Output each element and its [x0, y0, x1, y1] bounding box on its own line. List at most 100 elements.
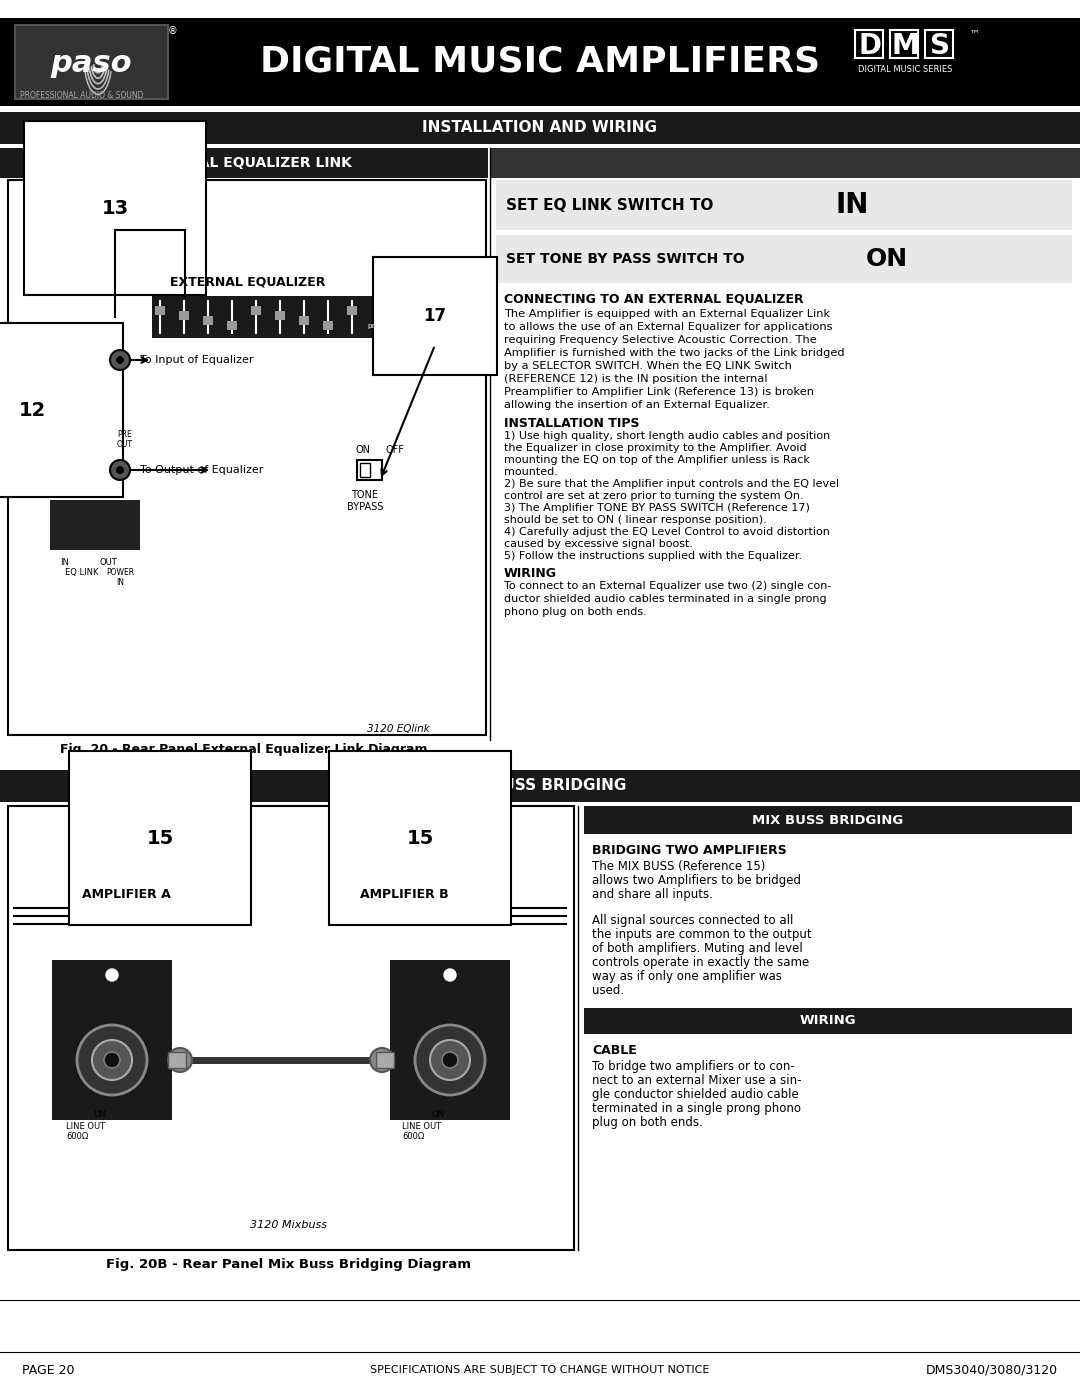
Text: ON: ON	[94, 1111, 107, 1119]
Bar	[390, 960, 510, 1120]
Bar	[584, 1009, 1072, 1034]
Text: ON: ON	[432, 1111, 445, 1119]
Bar	[0, 112, 1080, 144]
Text: mounting the EQ on top of the Amplifier unless is Rack: mounting the EQ on top of the Amplifier …	[504, 455, 810, 465]
Text: LINE OUT: LINE OUT	[66, 1122, 105, 1132]
Bar	[890, 29, 918, 59]
Text: Fig. 20B - Rear Panel Mix Buss Bridging Diagram: Fig. 20B - Rear Panel Mix Buss Bridging …	[106, 1259, 471, 1271]
Bar	[8, 180, 486, 735]
Circle shape	[110, 460, 130, 481]
Text: To Input of Equalizer: To Input of Equalizer	[140, 355, 254, 365]
Text: PROFESSIONAL AUDIO & SOUND: PROFESSIONAL AUDIO & SOUND	[21, 91, 144, 101]
Text: 13: 13	[102, 198, 129, 218]
Text: Preamplifier to Amplifier Link (Reference 13) is broken: Preamplifier to Amplifier Link (Referenc…	[504, 387, 814, 397]
Bar	[323, 321, 333, 330]
Text: Fig. 20 - Rear Panel External Equalizer Link Diagram: Fig. 20 - Rear Panel External Equalizer …	[60, 743, 428, 756]
Text: To Output of Equalizer: To Output of Equalizer	[140, 465, 264, 475]
Text: by a SELECTOR SWITCH. When the EQ LINK Switch: by a SELECTOR SWITCH. When the EQ LINK S…	[504, 360, 792, 372]
Text: nect to an external Mixer use a sin-: nect to an external Mixer use a sin-	[592, 1074, 801, 1087]
Text: MIX BUSS BRIDGING: MIX BUSS BRIDGING	[753, 813, 904, 827]
Circle shape	[110, 351, 130, 370]
Text: To connect to an External Equalizer use two (2) single con-: To connect to an External Equalizer use …	[504, 581, 832, 591]
Text: S: S	[930, 32, 950, 60]
Text: 5) Follow the instructions supplied with the Equalizer.: 5) Follow the instructions supplied with…	[504, 550, 802, 562]
Text: INSTALLATION AND WIRING: INSTALLATION AND WIRING	[422, 120, 658, 136]
Text: WIRING: WIRING	[504, 567, 557, 580]
Text: OUT: OUT	[100, 557, 118, 567]
Circle shape	[104, 1052, 120, 1067]
Text: EQ LINK: EQ LINK	[65, 569, 98, 577]
Circle shape	[168, 1048, 192, 1071]
Text: The MIX BUSS (Reference 15): The MIX BUSS (Reference 15)	[592, 861, 766, 873]
Bar	[16, 27, 167, 98]
Bar	[275, 312, 285, 320]
Text: All signal sources connected to all: All signal sources connected to all	[592, 914, 794, 928]
Text: M: M	[891, 32, 919, 60]
Text: CABLE: CABLE	[592, 1044, 637, 1058]
Text: IN: IN	[836, 191, 869, 219]
Text: 15: 15	[406, 828, 434, 848]
Text: 600Ω: 600Ω	[66, 1132, 89, 1141]
Text: PRE
OUT: PRE OUT	[117, 430, 133, 450]
Text: POWER
IN: POWER IN	[106, 569, 134, 587]
Text: INSTALLATION TIPS: INSTALLATION TIPS	[504, 416, 639, 430]
Text: 17: 17	[423, 307, 446, 326]
Bar	[179, 312, 189, 320]
Text: ON: ON	[866, 247, 908, 271]
Bar	[490, 148, 1080, 177]
Text: AMPLIFIER A: AMPLIFIER A	[82, 888, 171, 901]
Text: (REFERENCE 12) is the IN position the internal: (REFERENCE 12) is the IN position the in…	[504, 374, 768, 384]
Bar	[496, 180, 1072, 231]
Text: TONE
BYPASS: TONE BYPASS	[347, 490, 383, 511]
Text: allows two Amplifiers to be bridged: allows two Amplifiers to be bridged	[592, 875, 801, 887]
Bar	[376, 1052, 394, 1067]
Text: requiring Frequency Selective Acoustic Correction. The: requiring Frequency Selective Acoustic C…	[504, 335, 816, 345]
Text: EXTERNAL EQUALIZER LINK: EXTERNAL EQUALIZER LINK	[136, 156, 351, 170]
Text: allowing the insertion of an External Equalizer.: allowing the insertion of an External Eq…	[504, 400, 770, 409]
Text: the inputs are common to the output: the inputs are common to the output	[592, 928, 812, 942]
Text: 600Ω: 600Ω	[402, 1132, 424, 1141]
Bar	[584, 806, 1072, 834]
Text: LINE OUT: LINE OUT	[402, 1122, 441, 1132]
Text: gle conductor shielded audio cable: gle conductor shielded audio cable	[592, 1088, 799, 1101]
Bar	[14, 24, 168, 101]
Text: ductor shielded audio cables terminated in a single prong: ductor shielded audio cables terminated …	[504, 594, 826, 604]
Text: paso: paso	[50, 49, 132, 78]
Text: the Equalizer in close proximity to the Amplifier. Avoid: the Equalizer in close proximity to the …	[504, 443, 807, 453]
Text: SET EQ LINK SWITCH TO: SET EQ LINK SWITCH TO	[507, 197, 714, 212]
Bar	[227, 321, 237, 330]
Text: ®: ®	[168, 27, 178, 36]
Bar	[50, 500, 140, 550]
Bar	[299, 316, 309, 326]
Text: SET TONE BY PASS SWITCH TO: SET TONE BY PASS SWITCH TO	[507, 251, 744, 265]
Bar	[203, 316, 213, 326]
Text: DMS3040/3080/3120: DMS3040/3080/3120	[926, 1363, 1058, 1376]
Text: 4) Carefully adjust the EQ Level Control to avoid distortion: 4) Carefully adjust the EQ Level Control…	[504, 527, 829, 536]
Bar	[152, 296, 392, 338]
Text: BRIDGING TWO AMPLIFIERS: BRIDGING TWO AMPLIFIERS	[592, 844, 786, 856]
Text: IN: IN	[60, 557, 69, 567]
Bar	[357, 460, 382, 481]
Bar	[52, 960, 172, 1120]
Text: DIGITAL MUSIC AMPLIFIERS: DIGITAL MUSIC AMPLIFIERS	[260, 45, 820, 80]
Circle shape	[77, 1025, 147, 1095]
Text: and share all inputs.: and share all inputs.	[592, 888, 713, 901]
Text: of both amplifiers. Muting and level: of both amplifiers. Muting and level	[592, 942, 802, 956]
Text: terminated in a single prong phono: terminated in a single prong phono	[592, 1102, 801, 1115]
Circle shape	[415, 1025, 485, 1095]
Text: SPECIFICATIONS ARE SUBJECT TO CHANGE WITHOUT NOTICE: SPECIFICATIONS ARE SUBJECT TO CHANGE WIT…	[370, 1365, 710, 1375]
Text: 3120 EQlink: 3120 EQlink	[367, 724, 430, 733]
Text: 3) The Amplifier TONE BY PASS SWITCH (Reference 17): 3) The Amplifier TONE BY PASS SWITCH (Re…	[504, 503, 810, 513]
Bar	[347, 306, 357, 314]
Text: To bridge two amplifiers or to con-: To bridge two amplifiers or to con-	[592, 1060, 795, 1073]
Bar	[924, 29, 953, 59]
Bar	[360, 462, 370, 476]
Text: 1) Use high quality, short length audio cables and position: 1) Use high quality, short length audio …	[504, 432, 831, 441]
Circle shape	[444, 970, 456, 981]
Circle shape	[442, 1052, 458, 1067]
Circle shape	[92, 1039, 132, 1080]
Text: phono plug on both ends.: phono plug on both ends.	[504, 608, 647, 617]
Text: plug on both ends.: plug on both ends.	[592, 1116, 703, 1129]
Text: control are set at zero prior to turning the system On.: control are set at zero prior to turning…	[504, 490, 804, 502]
Text: to allows the use of an External Equalizer for applications: to allows the use of an External Equaliz…	[504, 321, 833, 332]
